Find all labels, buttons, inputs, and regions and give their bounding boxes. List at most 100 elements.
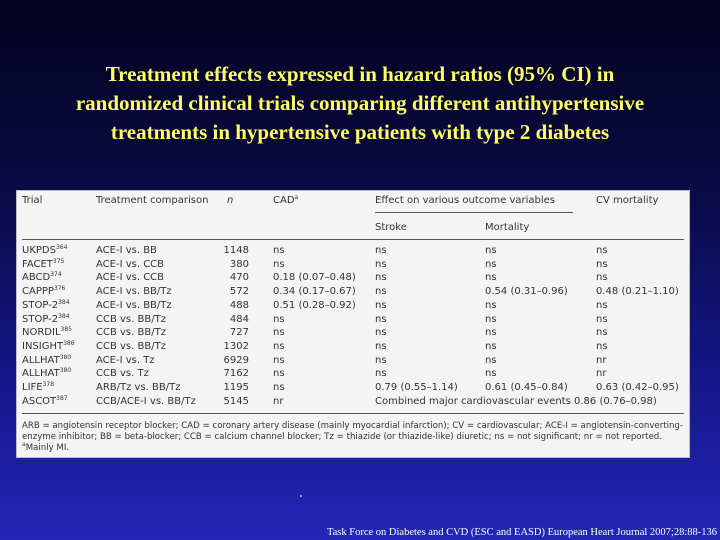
cell-stroke: ns — [375, 368, 387, 380]
cell-mortality: ns — [485, 258, 497, 270]
cell-cad: 0.18 (0.07–0.48) — [273, 272, 356, 284]
trial-reference: 364 — [55, 244, 68, 251]
cell-mortality: ns — [485, 354, 497, 366]
footnote-line-1: ARB = angiotensin receptor blocker; CAD … — [22, 421, 683, 431]
cell-mortality: ns — [485, 299, 497, 311]
header-n: n — [227, 195, 234, 206]
cell-mortality: 0.61 (0.45–0.84) — [485, 382, 568, 393]
cell-cad: ns — [273, 258, 285, 270]
footnote-line-2: enzyme inhibitor; BB = beta-blocker; CCB… — [22, 432, 662, 442]
cell-comparison: CCB vs. BB/Tz — [96, 313, 166, 325]
cell-n: 380 — [229, 258, 249, 270]
header-effect: Effect on various outcome variables — [375, 195, 555, 206]
trial-name: FACET — [22, 258, 53, 270]
trial-reference: 380 — [59, 367, 72, 375]
footer-rule — [22, 413, 684, 414]
trial-reference: 386 — [63, 339, 75, 347]
trial-reference: 385 — [60, 326, 72, 334]
cell-trial: INSIGHT386 — [22, 339, 75, 352]
cell-cad: ns — [273, 340, 285, 352]
header-mortality: Mortality — [485, 222, 530, 233]
title-line-1: Treatment effects expressed in hazard ra… — [105, 62, 615, 86]
table-row: UKPDS364 ACE-I vs. BB 1148 ns ns ns ns — [17, 244, 689, 257]
cell-trial: ALLHAT380 — [22, 367, 72, 380]
footnote-sup: a — [22, 441, 26, 448]
cell-comparison: CCB vs. BB/Tz — [96, 340, 166, 352]
cell-n: 470 — [229, 272, 249, 284]
header-stroke: Stroke — [375, 222, 407, 233]
cell-mortality: 0.54 (0.31–0.96) — [485, 286, 568, 298]
cell-comparison: ACE-I vs. BB/Tz — [96, 299, 172, 311]
trial-name: NORDIL — [22, 327, 61, 339]
cell-n: 727 — [229, 327, 249, 339]
cell-mortality: ns — [485, 340, 497, 352]
cell-cv: nr — [596, 368, 607, 380]
cell-cad: 0.51 (0.28–0.92) — [273, 299, 356, 311]
cell-stroke: ns — [375, 272, 387, 284]
cell-cv: ns — [596, 299, 608, 311]
cell-n: 488 — [229, 299, 249, 311]
cell-trial: CAPPP376 — [22, 286, 65, 298]
slide-title: Treatment effects expressed in hazard ra… — [0, 60, 720, 147]
cell-comparison: ARB/Tz vs. BB/Tz — [96, 382, 181, 393]
cell-n: 7162 — [223, 368, 249, 380]
cell-comparison: ACE-I vs. BB — [96, 245, 157, 256]
title-line-3: treatments in hypertensive patients with… — [110, 120, 610, 144]
header-cad-sup: a — [294, 194, 299, 201]
cell-cv: 0.48 (0.21–1.10) — [596, 286, 679, 298]
table-row: ABCD374 ACE-I vs. CCB 470 0.18 (0.07–0.48) n… — [17, 271, 689, 284]
source-citation: Task Force on Diabetes and CVD (ESC and … — [326, 527, 717, 538]
cell-cv: 0.63 (0.42–0.95) — [596, 382, 679, 393]
trial-name: INSIGHT — [22, 340, 64, 352]
cell-comparison: CCB vs. BB/Tz — [96, 327, 166, 339]
table-row: STOP-2384 ACE-I vs. BB/Tz 488 0.51 (0.28–0.… — [17, 299, 689, 311]
cell-comparison: ACE-I vs. CCB — [96, 272, 165, 284]
table-row: ASCOT387 CCB/ACE-I vs. BB/Tz 5145 nr Combine… — [17, 394, 689, 407]
cell-trial: NORDIL385 — [22, 326, 72, 339]
table-row: LIFE378 ARB/Tz vs. BB/Tz 1195 ns 0.79 (0.55–… — [17, 382, 689, 394]
footnote-line-3: aMainly MI. — [22, 441, 687, 454]
header-comparison: Treatment comparison — [96, 195, 209, 206]
header-trial: Trial — [22, 195, 43, 206]
cell-stroke: ns — [375, 299, 387, 311]
cell-trial: ASCOT387 — [22, 394, 68, 407]
cell-mortality: ns — [485, 327, 497, 339]
trial-table: Trial Treatment comparison n CADa Effect… — [16, 190, 690, 458]
effect-group-rule — [375, 212, 573, 213]
cell-comparison: CCB/ACE-I vs. BB/Tz — [96, 395, 196, 407]
trial-name: LIFE — [22, 382, 43, 393]
cell-comparison: ACE-I vs. CCB — [96, 258, 165, 270]
cell-trial: UKPDS364 — [22, 244, 68, 257]
cell-trial: ABCD374 — [22, 271, 62, 284]
trial-name: ABCD — [22, 272, 51, 284]
trial-reference: 380 — [59, 353, 72, 361]
cell-combined: Combined major cardiovascular events 0.8… — [375, 395, 657, 407]
cell-cad: ns — [273, 368, 285, 380]
trial-reference: 387 — [56, 394, 68, 402]
cell-stroke: ns — [375, 258, 387, 270]
header-rule — [22, 239, 684, 240]
trial-name: ASCOT — [22, 395, 57, 407]
cell-mortality: ns — [485, 272, 497, 284]
cell-stroke: 0.79 (0.55–1.14) — [375, 382, 458, 393]
table-row: ALLHAT380 ACE-I vs. Tz 6929 ns ns ns nr — [17, 353, 689, 366]
table-row: NORDIL385 CCB vs. BB/Tz 727 ns ns ns ns — [17, 326, 689, 339]
cell-stroke: ns — [375, 340, 387, 352]
cell-n: 1195 — [223, 382, 249, 393]
trial-name: STOP-2 — [22, 299, 59, 311]
title-line-2: randomized clinical trials comparing dif… — [75, 91, 645, 115]
cell-cad: 0.34 (0.17–0.67) — [273, 286, 356, 298]
trial-name: ALLHAT — [22, 354, 60, 366]
cell-n: 1302 — [223, 340, 249, 352]
cell-mortality: ns — [485, 245, 497, 256]
cell-comparison: ACE-I vs. Tz — [96, 354, 155, 366]
cell-n: 484 — [229, 313, 249, 325]
cell-cad: ns — [273, 382, 285, 393]
trial-reference: 374 — [50, 271, 62, 279]
cell-cv: ns — [596, 258, 608, 270]
table-row: INSIGHT386 CCB vs. BB/Tz 1302 ns ns ns ns — [17, 339, 689, 352]
cell-stroke: ns — [375, 354, 387, 366]
table-row: FACET375 ACE-I vs. CCB 380 ns ns ns ns — [17, 258, 689, 270]
table-row: STOP-2384 CCB vs. BB/Tz 484 ns ns ns ns — [17, 313, 689, 325]
cell-cv: ns — [596, 327, 608, 339]
